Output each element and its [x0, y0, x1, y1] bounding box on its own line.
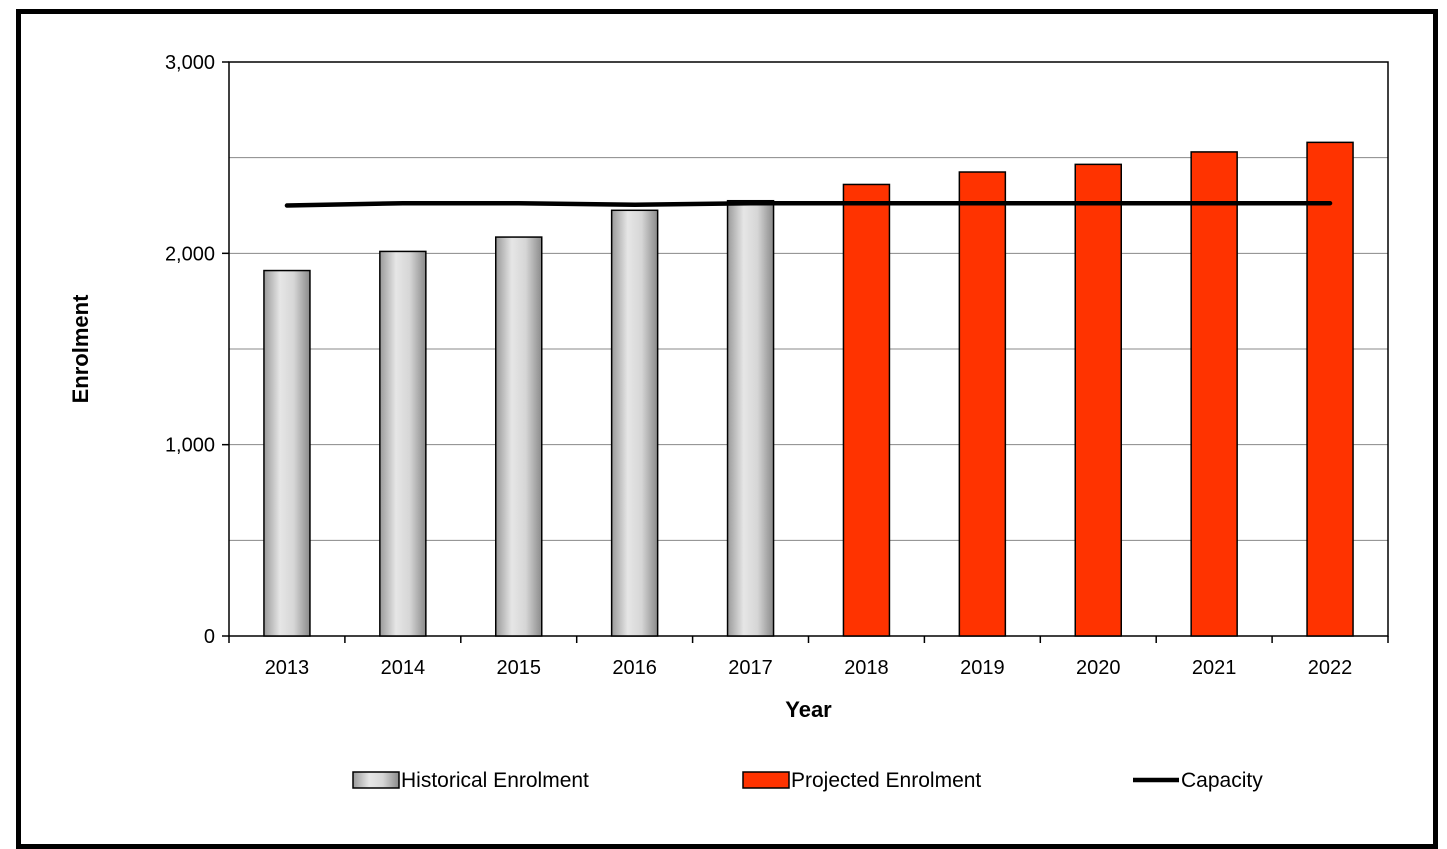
x-tick-label: 2016	[612, 657, 657, 679]
x-tick-label: 2019	[960, 657, 1005, 679]
x-axis-ticks: 2013 2014 2015 2016 2017 2018 2019 2020 2021 2022	[228, 636, 1389, 679]
bar-historical-enrolment	[610, 209, 659, 637]
bar-historical-enrolment	[379, 250, 427, 637]
legend-label-projected-enrolment: Projected Enrolment	[791, 769, 981, 792]
y-tick-label: 2,000	[165, 243, 215, 265]
bar-historical-enrolment	[726, 199, 775, 637]
bars	[263, 141, 1354, 637]
x-tick-label: 2015	[497, 657, 542, 679]
x-tick-label: 2013	[265, 657, 310, 679]
bar-projected-enrolment	[842, 183, 891, 637]
bar-projected-enrolment	[958, 171, 1007, 637]
legend-swatch-historical-enrolment	[352, 771, 400, 789]
x-tick-label: 2017	[728, 657, 773, 679]
bar-historical-enrolment	[495, 236, 543, 637]
y-tick-label: 3,000	[165, 52, 215, 74]
x-tick-label: 2022	[1308, 657, 1353, 679]
y-axis-ticks: 0 1,000 2,000 3,000	[165, 52, 229, 648]
x-tick-label: 2018	[844, 657, 889, 679]
y-tick-label: 1,000	[165, 435, 215, 457]
x-tick-label: 2021	[1192, 657, 1237, 679]
y-tick-label: 0	[204, 626, 215, 648]
bar-projected-enrolment	[1190, 151, 1238, 637]
capacity-line	[284, 200, 1333, 208]
x-tick-label: 2014	[381, 657, 426, 679]
legend-swatch-projected-enrolment	[742, 771, 790, 789]
x-tick-label: 2020	[1076, 657, 1121, 679]
bar-projected-enrolment	[1306, 141, 1354, 637]
capacity-line-group	[284, 200, 1333, 208]
x-axis-title: Year	[785, 697, 832, 722]
y-axis-title: Enrolment	[68, 294, 93, 403]
legend-label-historical-enrolment: Historical Enrolment	[401, 769, 589, 792]
legend: Historical Enrolment Projected Enrolment C…	[352, 769, 1263, 792]
bar-projected-enrolment	[1074, 163, 1122, 637]
legend-label-capacity: Capacity	[1181, 769, 1263, 792]
bar-historical-enrolment	[263, 269, 311, 637]
